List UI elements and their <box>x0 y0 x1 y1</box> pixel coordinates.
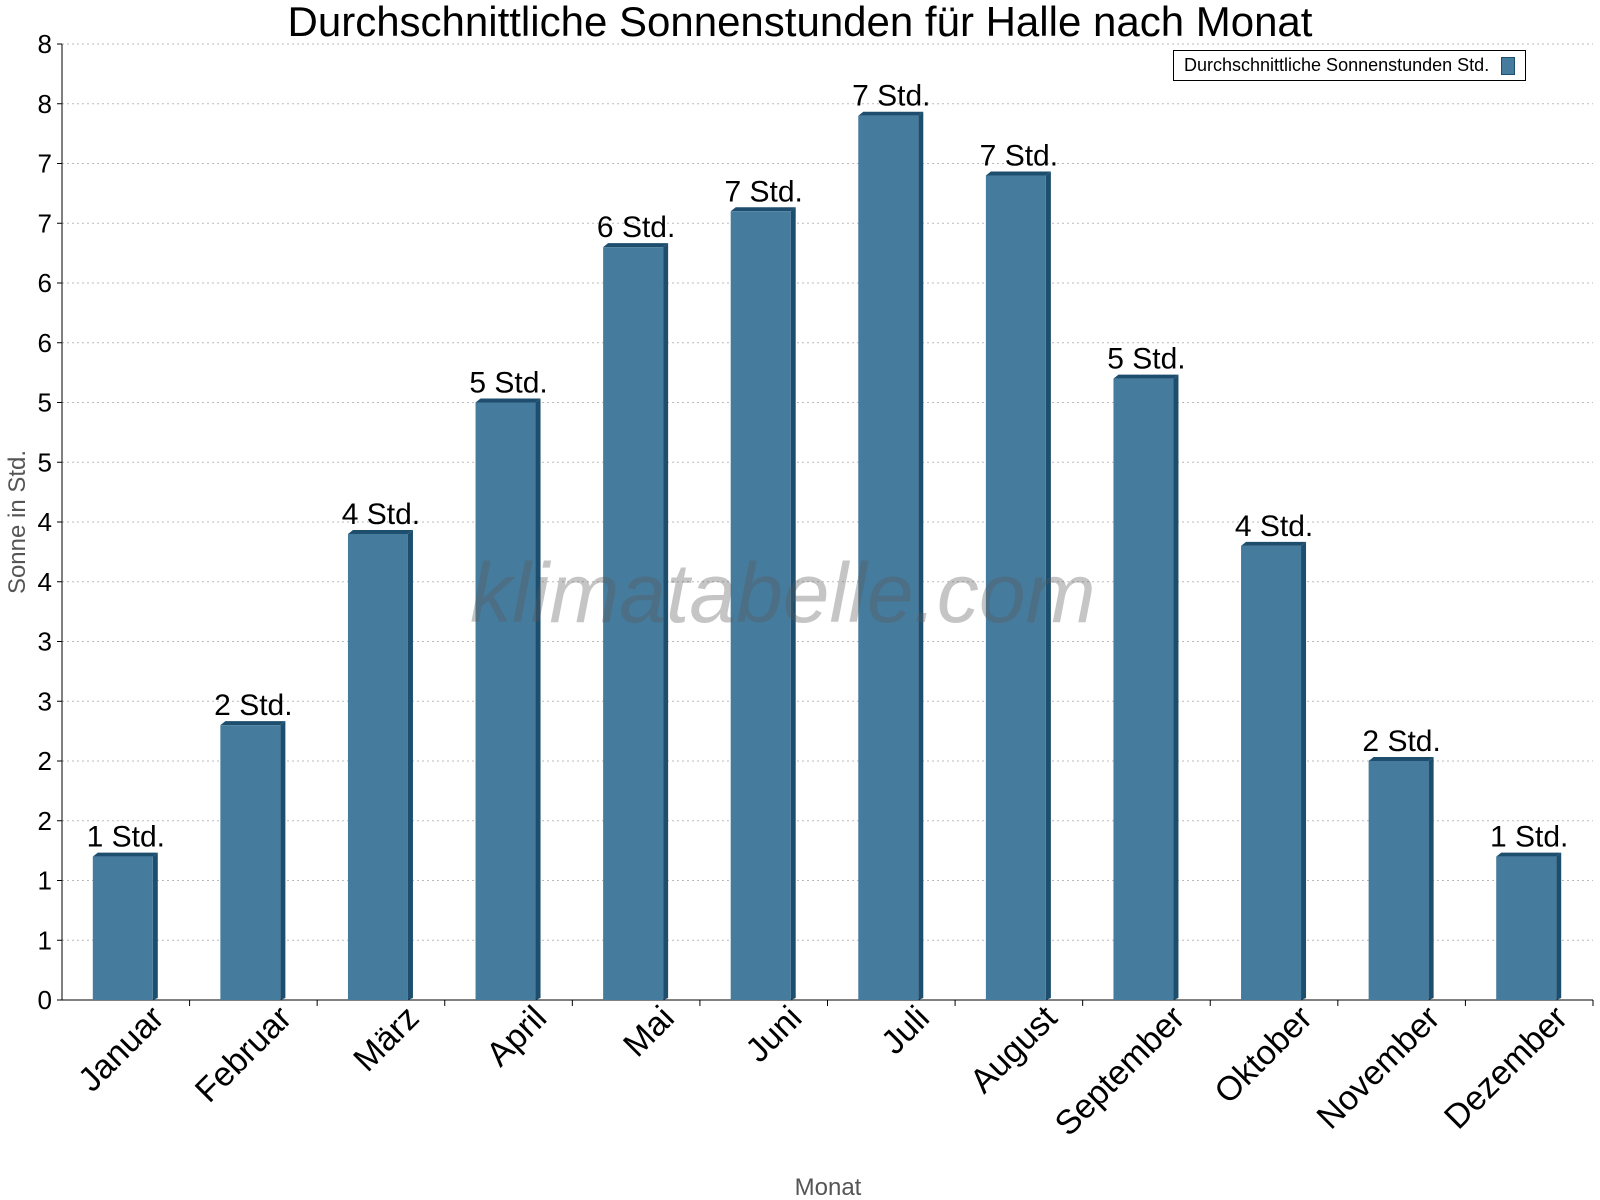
legend-label: Durchschnittliche Sonnenstunden Std. <box>1184 55 1490 75</box>
bar-side <box>918 111 924 1000</box>
bar-side <box>407 529 413 1000</box>
x-tick-label: Oktober <box>1207 999 1319 1111</box>
x-tick-label: Juli <box>874 999 937 1062</box>
bar-top <box>1496 852 1562 857</box>
bar-side <box>1428 757 1434 1000</box>
data-label: 1 Std. <box>1490 821 1568 854</box>
legend: Durchschnittliche Sonnenstunden Std. <box>1173 50 1527 81</box>
y-tick-label: 6 <box>38 328 52 358</box>
bar-top <box>730 207 796 212</box>
bar <box>603 247 664 1000</box>
y-tick-label: 1 <box>38 925 52 955</box>
x-axis-title: Monat <box>795 1174 862 1200</box>
data-label: 5 Std. <box>1107 343 1185 376</box>
bar-side <box>152 852 158 1000</box>
x-tick-label: Februar <box>188 999 299 1110</box>
data-label: 1 Std. <box>87 821 165 854</box>
y-tick-label: 2 <box>38 746 52 776</box>
bar-top <box>220 721 286 726</box>
data-label: 4 Std. <box>342 498 420 531</box>
data-label: 4 Std. <box>1235 510 1313 543</box>
bar-top <box>1241 541 1307 546</box>
data-label: 7 Std. <box>980 139 1058 172</box>
legend-swatch <box>1501 56 1516 75</box>
y-tick-label: 4 <box>38 507 52 537</box>
y-tick-label: 8 <box>38 29 52 59</box>
bar <box>1496 856 1557 1000</box>
bar-side <box>790 207 796 1001</box>
y-tick-label: 7 <box>38 149 52 179</box>
bar <box>92 856 153 1000</box>
y-tick-label: 3 <box>38 627 52 657</box>
y-tick-label: 3 <box>38 686 52 716</box>
bar-side <box>663 243 669 1000</box>
bar <box>1241 545 1302 1000</box>
bar <box>985 175 1046 1000</box>
bar-side <box>1173 374 1179 1001</box>
bar-side <box>535 398 541 1000</box>
chart-title: Durchschnittliche Sonnenstunden für Hall… <box>287 0 1313 45</box>
bar-side <box>280 721 286 1000</box>
watermark: klimatabelle.com <box>470 546 1096 640</box>
bar-side <box>1556 852 1562 1000</box>
bar-top <box>1113 374 1179 379</box>
bar <box>858 115 919 1000</box>
y-tick-label: 7 <box>38 208 52 238</box>
bar-side <box>1045 171 1051 1000</box>
bar-side <box>1301 541 1307 1000</box>
bar-top <box>858 111 924 116</box>
y-tick-label: 8 <box>38 89 52 119</box>
bar <box>1113 378 1174 1001</box>
x-tick-label: Dezember <box>1437 999 1575 1137</box>
x-tick-label: Mai <box>616 999 682 1065</box>
bar <box>347 533 408 1000</box>
data-label: 2 Std. <box>214 689 292 722</box>
x-tick-label: April <box>479 999 554 1074</box>
y-tick-label: 5 <box>38 388 52 418</box>
x-tick-label: Januar <box>71 999 171 1099</box>
y-tick-label: 4 <box>38 567 52 597</box>
x-tick-label: März <box>346 999 426 1079</box>
data-label: 7 Std. <box>725 175 803 208</box>
bar-top <box>475 398 541 403</box>
x-tick-label: Juni <box>738 999 809 1070</box>
y-tick-label: 1 <box>38 866 52 896</box>
bar-top <box>92 852 158 857</box>
data-label: 7 Std. <box>852 80 930 113</box>
data-label: 5 Std. <box>469 367 547 400</box>
bar <box>220 725 281 1000</box>
bar <box>475 402 536 1000</box>
y-axis-title: Sonne in Std. <box>4 450 31 594</box>
y-tick-label: 0 <box>38 985 52 1015</box>
bar-top <box>603 243 669 248</box>
x-tick-label: August <box>963 998 1065 1100</box>
data-label: 6 Std. <box>597 211 675 244</box>
bar-top <box>1368 757 1434 761</box>
bar <box>1368 761 1429 1000</box>
y-tick-label: 6 <box>38 268 52 298</box>
bar-top <box>985 171 1051 176</box>
y-tick-label: 2 <box>38 806 52 836</box>
bar-top <box>347 529 413 534</box>
x-tick-label: November <box>1310 999 1448 1137</box>
bar <box>730 211 791 1001</box>
x-tick-label: September <box>1048 999 1192 1143</box>
y-tick-label: 5 <box>38 447 52 477</box>
data-label: 2 Std. <box>1362 725 1440 758</box>
